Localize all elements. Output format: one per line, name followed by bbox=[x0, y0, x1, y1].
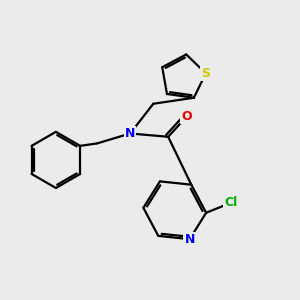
Text: N: N bbox=[184, 233, 195, 246]
Text: S: S bbox=[201, 67, 210, 80]
Text: N: N bbox=[125, 127, 135, 140]
Text: Cl: Cl bbox=[224, 196, 238, 209]
Text: O: O bbox=[181, 110, 192, 124]
